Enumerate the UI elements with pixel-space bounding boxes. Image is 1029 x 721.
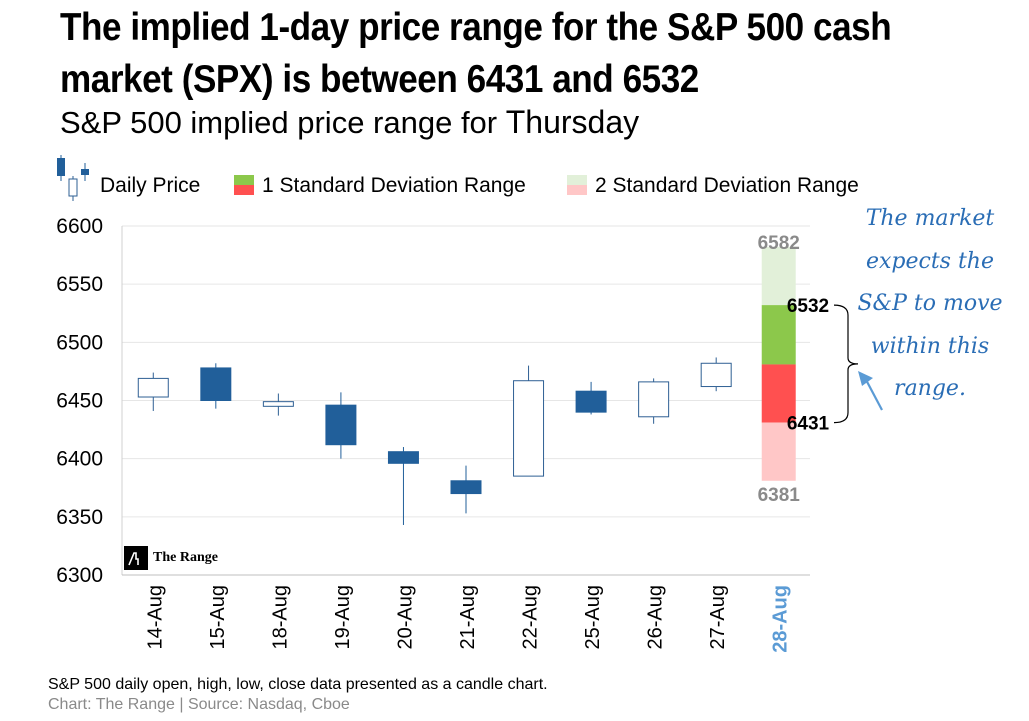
x-tick-label: 21-Aug [457,585,479,650]
candle-body-up [262,401,294,407]
legend-sd2-swatch [567,175,587,185]
candle-body-up [137,377,169,398]
chart-subtitle: S&P 500 implied price range for Thursday [60,104,639,141]
candle-body-down [450,480,482,495]
the-range-logo: The Range [124,546,218,570]
legend-sd1-swatch [234,175,254,185]
x-tick-label: 19-Aug [332,585,354,650]
sd2-upper-band [761,246,796,306]
x-tick-label: 15-Aug [207,585,229,650]
legend-candle-icon [57,158,65,176]
y-tick-label: 6300 [56,564,103,587]
legend-sd2-swatch [567,185,587,195]
y-tick-label: 6350 [56,506,103,529]
x-tick-label: 14-Aug [144,585,166,650]
source-credit: Chart: The Range | Source: Nasdaq, Cboe [48,696,350,713]
headline: The implied 1-day price range for the S&… [60,6,892,101]
range-annotation: The market expects the S&P to move withi… [857,206,1003,401]
legend-sd1-swatch [234,185,254,195]
legend-label-sd2: 2 Standard Deviation Range [595,174,859,197]
candle-body-up [638,381,670,418]
sd1-high-label: 6532 [787,296,829,317]
sd2-low-label: 6381 [758,485,801,506]
y-tick-label: 6400 [56,448,103,471]
sd1-low-label: 6431 [787,414,830,435]
sd1-lower-band [761,364,796,423]
annotation-arrow-head-icon [858,371,873,386]
legend-label-daily-price: Daily Price [100,174,200,197]
legend-candle-icon [81,169,89,175]
x-tick-label: 25-Aug [582,585,604,650]
footnote: S&P 500 daily open, high, low, close dat… [48,676,548,693]
subtitle-prefix: S&P 500 implied price range for [60,105,498,140]
x-tick-label-forecast: 28-Aug [770,585,792,653]
y-tick-label: 6600 [56,215,103,238]
legend-label-sd1: 1 Standard Deviation Range [262,174,526,197]
range-bracket [833,304,859,424]
y-tick-label: 6450 [56,390,103,413]
candle-body-up [700,362,732,388]
candle-body-down [200,367,232,401]
legend-candle-icon [68,178,78,197]
sd2-high-label: 6582 [758,233,800,254]
y-tick-label: 6500 [56,331,103,354]
x-tick-label: 18-Aug [269,585,291,650]
x-tick-label: 26-Aug [645,585,667,650]
candle-body-down [325,404,357,446]
x-tick-label: 27-Aug [707,585,729,650]
candle-body-down [387,451,419,464]
logo-text: The Range [153,550,218,565]
y-tick-label: 6550 [56,273,103,296]
candle-body-up [513,380,545,477]
sd1-upper-band [761,305,796,365]
logo-mark-icon [124,546,148,570]
candle-body-down [575,390,607,413]
subtitle-day: Thursday [505,104,640,140]
x-tick-label: 20-Aug [394,585,416,650]
sd2-lower-band [761,422,796,481]
x-tick-label: 22-Aug [520,585,542,650]
